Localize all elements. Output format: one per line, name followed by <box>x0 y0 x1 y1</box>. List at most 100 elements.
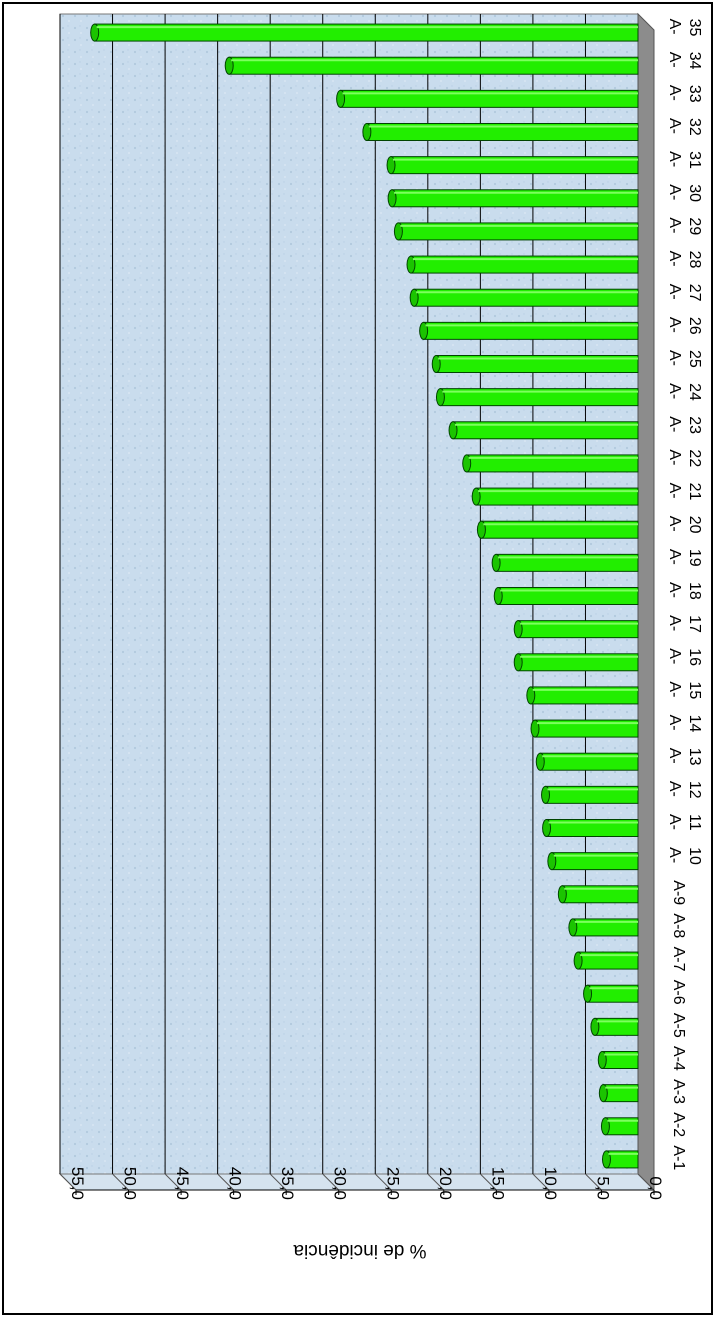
category-label: A-3 <box>670 1079 687 1104</box>
bar <box>448 421 639 440</box>
bar-cap <box>535 752 545 771</box>
bar-cap <box>583 984 593 1003</box>
category-label: A- <box>666 582 683 598</box>
bar-cap <box>224 56 234 75</box>
bar <box>431 355 639 373</box>
value-tick-label: 10,0 <box>541 1167 560 1200</box>
category-label: A-4 <box>670 1046 687 1071</box>
value-tick-label: 0,0 <box>646 1176 665 1200</box>
category-label: A- <box>666 681 683 697</box>
category-label: A- <box>666 284 683 300</box>
bars <box>90 23 639 1169</box>
value-tick-label: 55,0 <box>68 1167 87 1200</box>
bar-cap <box>493 587 503 605</box>
gridline-floor <box>59 1173 77 1191</box>
bar <box>547 852 639 871</box>
category-label: A- <box>666 19 683 35</box>
bar <box>386 156 639 175</box>
category-label: 24 <box>686 383 703 401</box>
bar <box>90 23 639 42</box>
gridline-floor <box>217 1173 234 1191</box>
bar-cap <box>600 1117 610 1136</box>
category-label: 31 <box>686 151 703 169</box>
bar-cap <box>435 388 445 407</box>
bar-cap <box>419 321 429 340</box>
bar <box>513 653 639 672</box>
category-label: 18 <box>686 582 703 600</box>
category-label: A- <box>666 317 683 333</box>
category-label: 27 <box>686 284 703 302</box>
bar-cap <box>590 1017 600 1036</box>
category-label: 29 <box>686 217 703 235</box>
bar-cap <box>597 1051 607 1069</box>
bar-cap <box>601 1150 611 1169</box>
bar-cap <box>598 1084 608 1103</box>
category-label: A- <box>666 251 683 267</box>
gridline-floor <box>112 1173 129 1191</box>
bar <box>387 189 639 208</box>
bar <box>336 89 639 108</box>
bar <box>573 951 639 970</box>
category-label: 10 <box>686 847 703 865</box>
category-label: 17 <box>686 615 703 633</box>
bar-cap <box>406 255 416 274</box>
category-label: A-6 <box>670 980 687 1005</box>
bar <box>462 454 639 473</box>
bar-cap <box>387 189 397 208</box>
bar-cap <box>409 288 419 307</box>
category-label: A- <box>666 217 683 233</box>
category-label: 30 <box>686 184 703 202</box>
category-label: A- <box>666 814 683 830</box>
bar-cap <box>90 23 100 42</box>
value-tick-label: 25,0 <box>383 1167 402 1200</box>
bar <box>406 255 639 274</box>
bar-cap <box>471 487 481 506</box>
bar-cap <box>513 653 523 672</box>
axis-title: % de incidência <box>293 1240 427 1261</box>
bar <box>557 885 639 904</box>
category-label: A- <box>666 184 683 200</box>
bar <box>542 819 639 837</box>
gridline-floor <box>427 1173 445 1191</box>
bar <box>526 686 639 705</box>
category-label: 13 <box>686 748 703 766</box>
bar-cap <box>526 686 536 705</box>
gridline-floor <box>585 1173 602 1191</box>
category-label: A- <box>666 118 683 134</box>
bar <box>419 321 639 340</box>
category-label: A-2 <box>670 1112 687 1137</box>
category-label: 25 <box>686 350 703 368</box>
bar <box>362 123 639 141</box>
bar-cap <box>568 918 578 937</box>
category-label: A- <box>666 715 683 731</box>
category-label: A- <box>666 416 683 432</box>
bar <box>568 918 639 937</box>
bar <box>476 520 639 539</box>
bar <box>598 1084 639 1103</box>
bar-cap <box>448 421 458 440</box>
gridline-floor <box>480 1173 497 1191</box>
value-tick-label: 45,0 <box>173 1167 192 1200</box>
gridline-floor <box>322 1173 340 1191</box>
bar <box>493 587 639 605</box>
gridline-floor <box>374 1173 392 1191</box>
category-label: 19 <box>686 549 703 567</box>
value-axis-ticks: 0,0 5,0 10,0 15,0 20,0 25,0 30,0 35,0 40,0 45,0 50… <box>68 1167 665 1200</box>
category-label: 28 <box>686 251 703 269</box>
bar-cap <box>541 785 551 804</box>
value-tick-label: 35,0 <box>278 1167 297 1200</box>
category-label: 20 <box>686 516 703 534</box>
gridline-floor <box>164 1173 182 1191</box>
bar-cap <box>542 819 552 837</box>
category-label: A-9 <box>670 880 687 905</box>
bar-cap <box>476 520 486 539</box>
category-label: 14 <box>686 715 703 733</box>
bar-cap <box>530 719 540 738</box>
side-wall <box>58 1173 656 1191</box>
value-tick-label: 15,0 <box>488 1167 507 1200</box>
category-label: 15 <box>686 681 703 699</box>
bar <box>600 1117 639 1136</box>
category-label: 35 <box>686 19 703 37</box>
value-tick-label: 50,0 <box>121 1167 140 1200</box>
value-tick-label: 40,0 <box>226 1167 245 1200</box>
